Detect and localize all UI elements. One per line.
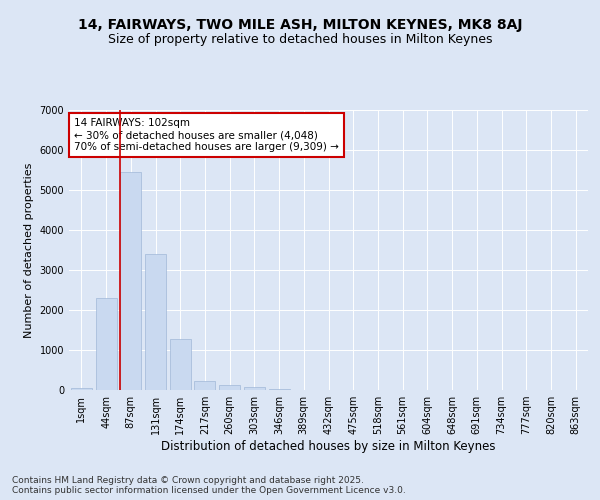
Bar — [244, 387, 265, 390]
Bar — [95, 298, 116, 390]
Bar — [120, 172, 141, 390]
X-axis label: Distribution of detached houses by size in Milton Keynes: Distribution of detached houses by size … — [161, 440, 496, 453]
Y-axis label: Number of detached properties: Number of detached properties — [24, 162, 34, 338]
Text: Contains HM Land Registry data © Crown copyright and database right 2025.
Contai: Contains HM Land Registry data © Crown c… — [12, 476, 406, 495]
Text: Size of property relative to detached houses in Milton Keynes: Size of property relative to detached ho… — [108, 34, 492, 46]
Bar — [269, 389, 290, 390]
Text: 14, FAIRWAYS, TWO MILE ASH, MILTON KEYNES, MK8 8AJ: 14, FAIRWAYS, TWO MILE ASH, MILTON KEYNE… — [78, 18, 522, 32]
Bar — [219, 385, 240, 390]
Bar — [145, 254, 166, 390]
Bar — [71, 388, 92, 390]
Text: 14 FAIRWAYS: 102sqm
← 30% of detached houses are smaller (4,048)
70% of semi-det: 14 FAIRWAYS: 102sqm ← 30% of detached ho… — [74, 118, 339, 152]
Bar — [194, 381, 215, 390]
Bar — [170, 339, 191, 390]
